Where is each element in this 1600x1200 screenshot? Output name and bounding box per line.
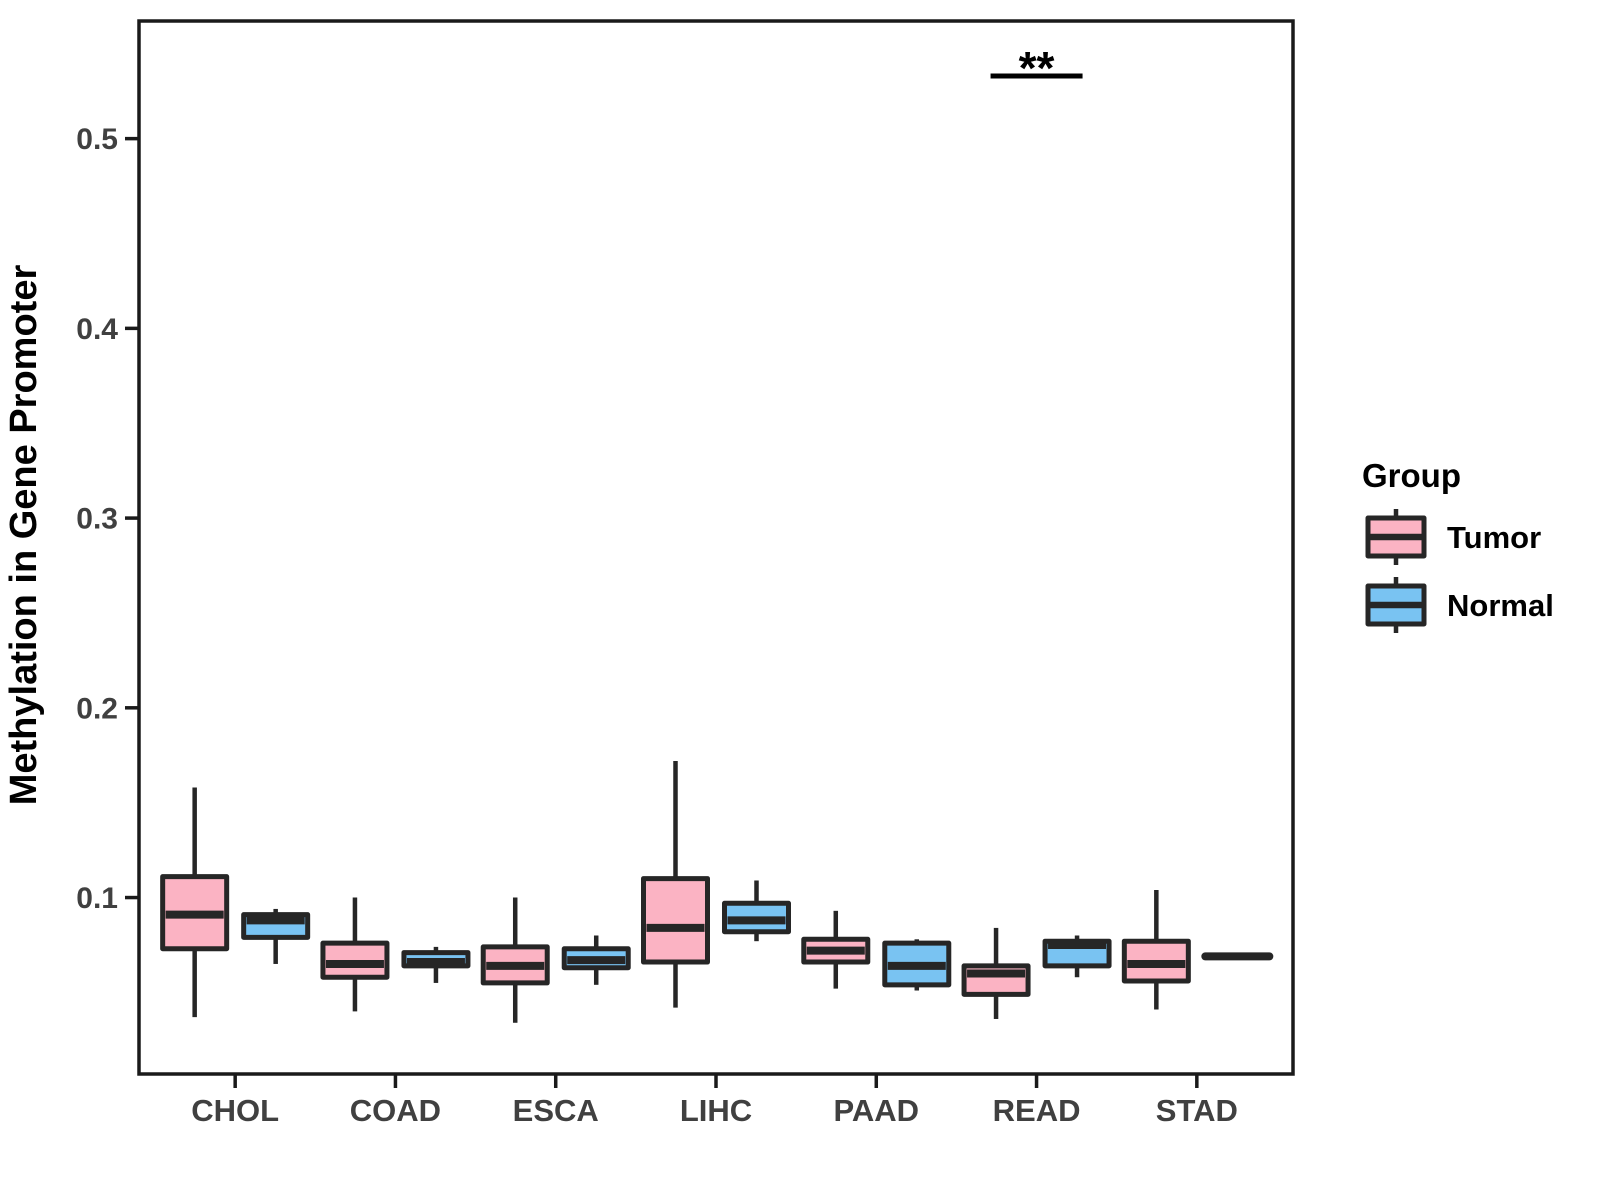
box-esca-normal xyxy=(561,935,631,985)
y-axis-tick-label: 0.4 xyxy=(76,313,118,346)
significance-annotation: ** xyxy=(990,42,1083,94)
x-axis-tick-label: LIHC xyxy=(680,1093,752,1128)
x-axis-tick-label: COAD xyxy=(350,1093,441,1128)
box-paad-normal xyxy=(882,939,952,991)
legend-entry-normal: Normal xyxy=(1365,577,1554,633)
y-axis: 0.1 0.2 0.3 0.4 0.5 xyxy=(76,123,139,915)
legend: Group Tumor Normal xyxy=(1362,457,1554,633)
iqr-box xyxy=(641,876,710,965)
box-read-tumor xyxy=(961,927,1031,1019)
y-axis-tick-label: 0.2 xyxy=(76,692,118,725)
y-axis-tick-label: 0.5 xyxy=(76,123,118,156)
box-esca-tumor xyxy=(480,897,550,1023)
x-axis-tick-label: READ xyxy=(993,1093,1081,1128)
box-lihc-normal xyxy=(722,880,791,942)
y-axis-tick-label: 0.3 xyxy=(76,503,118,536)
x-axis-tick-label: ESCA xyxy=(513,1093,599,1128)
y-axis-title: Methylation in Gene Promoter xyxy=(3,265,45,806)
y-axis-tick-label: 0.1 xyxy=(76,882,118,915)
x-axis-tick-label: CHOL xyxy=(191,1093,279,1128)
x-axis-tick-label: STAD xyxy=(1156,1093,1238,1128)
legend-entry-label: Tumor xyxy=(1447,520,1541,555)
x-axis: CHOL COAD ESCA LIHC PAAD READ STAD xyxy=(191,1074,1238,1128)
box-read-normal xyxy=(1042,935,1112,978)
plot-panel xyxy=(137,19,1295,1076)
box-coad-tumor xyxy=(320,897,390,1012)
legend-entry-label: Normal xyxy=(1447,588,1554,623)
box-chol-tumor xyxy=(160,787,230,1018)
box-chol-normal xyxy=(241,908,311,964)
legend-title: Group xyxy=(1362,457,1461,494)
legend-entry-tumor: Tumor xyxy=(1365,509,1541,565)
box-coad-normal xyxy=(401,946,471,983)
box-paad-tumor xyxy=(801,910,871,989)
significance-stars: ** xyxy=(1019,42,1055,94)
x-axis-tick-label: PAAD xyxy=(834,1093,920,1128)
box-lihc-tumor xyxy=(641,760,710,1008)
box-stad-tumor xyxy=(1121,889,1191,1010)
